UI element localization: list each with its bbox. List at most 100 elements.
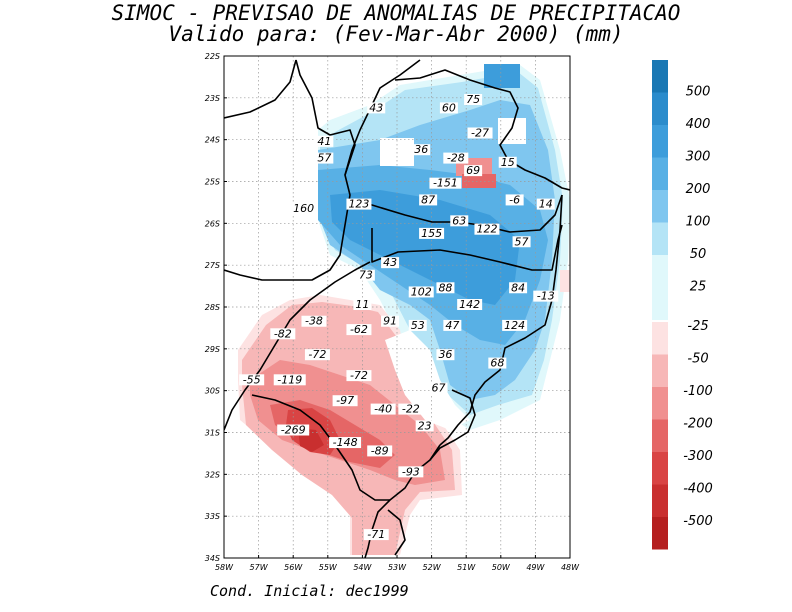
value-label-background <box>408 319 427 331</box>
colorbar-swatch <box>652 419 668 452</box>
lon-tick-label: 51W <box>457 563 476 572</box>
value-label-background <box>464 165 483 177</box>
state-boundary <box>349 194 563 233</box>
lat-tick-label: 31S <box>205 429 220 438</box>
lat-tick-label: 22S <box>205 52 220 61</box>
anomaly-value-label: 11 <box>355 298 369 311</box>
anomaly-value-label: 155 <box>421 227 442 240</box>
anomaly-value-label: 91 <box>383 315 397 328</box>
lon-tick-label: 58W <box>215 563 234 572</box>
positive-anomaly-region-300 <box>330 190 520 305</box>
colorbar-label: -25 <box>687 319 708 334</box>
anomaly-value-label: 75 <box>466 93 480 106</box>
anomaly-value-label: 57 <box>317 152 331 165</box>
anomaly-value-label: -38 <box>305 315 323 328</box>
lat-tick-label: 28S <box>205 303 220 312</box>
anomaly-value-label: 57 <box>515 235 529 248</box>
colorbar-swatch <box>652 354 668 387</box>
value-label-background <box>457 299 483 310</box>
colorbar-label: 200 <box>686 182 711 197</box>
anomaly-value-label: 60 <box>442 101 456 114</box>
anomaly-value-label: 41 <box>317 135 331 148</box>
anomaly-value-label: 124 <box>504 319 525 332</box>
value-label-background <box>353 299 372 310</box>
value-label-background <box>370 403 396 415</box>
colorbar-swatch <box>652 157 668 190</box>
value-label-background <box>439 102 458 114</box>
anomaly-value-label: 88 <box>438 281 452 294</box>
lon-tick-label: 55W <box>319 563 338 572</box>
colorbar-swatch <box>652 322 668 355</box>
colorbar-swatch <box>652 287 668 320</box>
state-boundary <box>224 59 356 281</box>
anomaly-value-label: 67 <box>432 382 446 395</box>
anomaly-value-label: 36 <box>438 348 452 361</box>
anomaly-value-label: -71 <box>367 528 385 541</box>
anomaly-value-label: 73 <box>359 269 373 282</box>
anomaly-value-label: -13 <box>537 290 555 303</box>
anomaly-value-label: -82 <box>274 327 292 340</box>
value-label-background <box>356 269 375 281</box>
anomaly-value-label: 14 <box>539 198 553 211</box>
lon-tick-label: 57W <box>250 563 269 572</box>
negative-anomaly-cell <box>462 174 496 188</box>
colorbar-swatch <box>652 190 668 223</box>
anomaly-value-label: 87 <box>421 193 435 206</box>
value-label-background <box>346 324 372 336</box>
anomaly-value-label: -93 <box>402 465 420 478</box>
value-label-background <box>315 135 334 147</box>
colorbar-swatch <box>652 222 668 255</box>
value-label-background <box>429 177 462 189</box>
anomaly-value-label: 43 <box>369 101 383 114</box>
lon-tick-label: 53W <box>388 563 407 572</box>
state-boundary <box>224 59 297 119</box>
value-label-background <box>450 215 469 227</box>
colorbar-swatch <box>652 452 668 485</box>
state-boundary <box>394 69 570 191</box>
anomaly-value-labels: 75 60 43 -27 41 36 57 -28 15 69 -151 87 -6 14 160 123 63… <box>239 93 559 541</box>
value-label-background <box>273 374 306 386</box>
colorbar-label: 300 <box>686 150 711 165</box>
lagoon-outline <box>387 509 406 556</box>
anomaly-value-label: -27 <box>471 126 489 139</box>
value-label-background <box>381 257 400 269</box>
value-label-background <box>429 382 448 394</box>
title-line-1: SIMOC - PREVISAO DE ANOMALIAS DE PRECIPI… <box>111 1 681 25</box>
anomaly-value-label: -269 <box>281 424 306 437</box>
colorbar-label: -500 <box>683 514 713 529</box>
positive-anomaly-cell <box>484 64 520 88</box>
colorbar-label: -300 <box>683 449 713 464</box>
anomaly-value-label: -148 <box>333 436 358 449</box>
anomaly-value-label: 47 <box>445 319 459 332</box>
value-label-background <box>488 357 507 369</box>
blank-region <box>385 330 470 430</box>
anomaly-value-label: 102 <box>411 285 432 298</box>
colorbar-swatch <box>652 125 668 158</box>
title-line-2: Valido para: (Fev-Mar-Abr 2000) (mm) <box>168 22 624 46</box>
lat-tick-label: 23S <box>205 94 220 103</box>
colorbar-label: 500 <box>686 85 711 100</box>
state-boundary <box>371 224 563 271</box>
value-label-background <box>398 466 424 478</box>
anomaly-value-label: -97 <box>336 394 354 407</box>
anomaly-value-label: 63 <box>452 214 466 227</box>
colorbar-swatch <box>652 92 668 125</box>
anomaly-value-label: -6 <box>509 193 520 206</box>
lat-tick-label: 32S <box>205 470 220 479</box>
value-label-background <box>533 290 559 302</box>
anomaly-value-label: 43 <box>383 256 397 269</box>
anomaly-value-label: 69 <box>466 164 480 177</box>
anomaly-field <box>238 64 570 555</box>
anomaly-value-label: 15 <box>501 156 515 169</box>
lat-tick-label: 29S <box>205 345 220 354</box>
anomaly-value-label: -72 <box>308 348 326 361</box>
anomaly-value-label: -72 <box>350 369 368 382</box>
lat-tick-label: 25S <box>205 178 220 187</box>
anomaly-value-label: 142 <box>459 298 480 311</box>
value-label-background <box>512 236 531 248</box>
value-label-background <box>381 315 400 327</box>
anomaly-value-label: 53 <box>411 319 425 332</box>
value-label-background <box>304 349 330 361</box>
value-label-background <box>239 374 265 386</box>
